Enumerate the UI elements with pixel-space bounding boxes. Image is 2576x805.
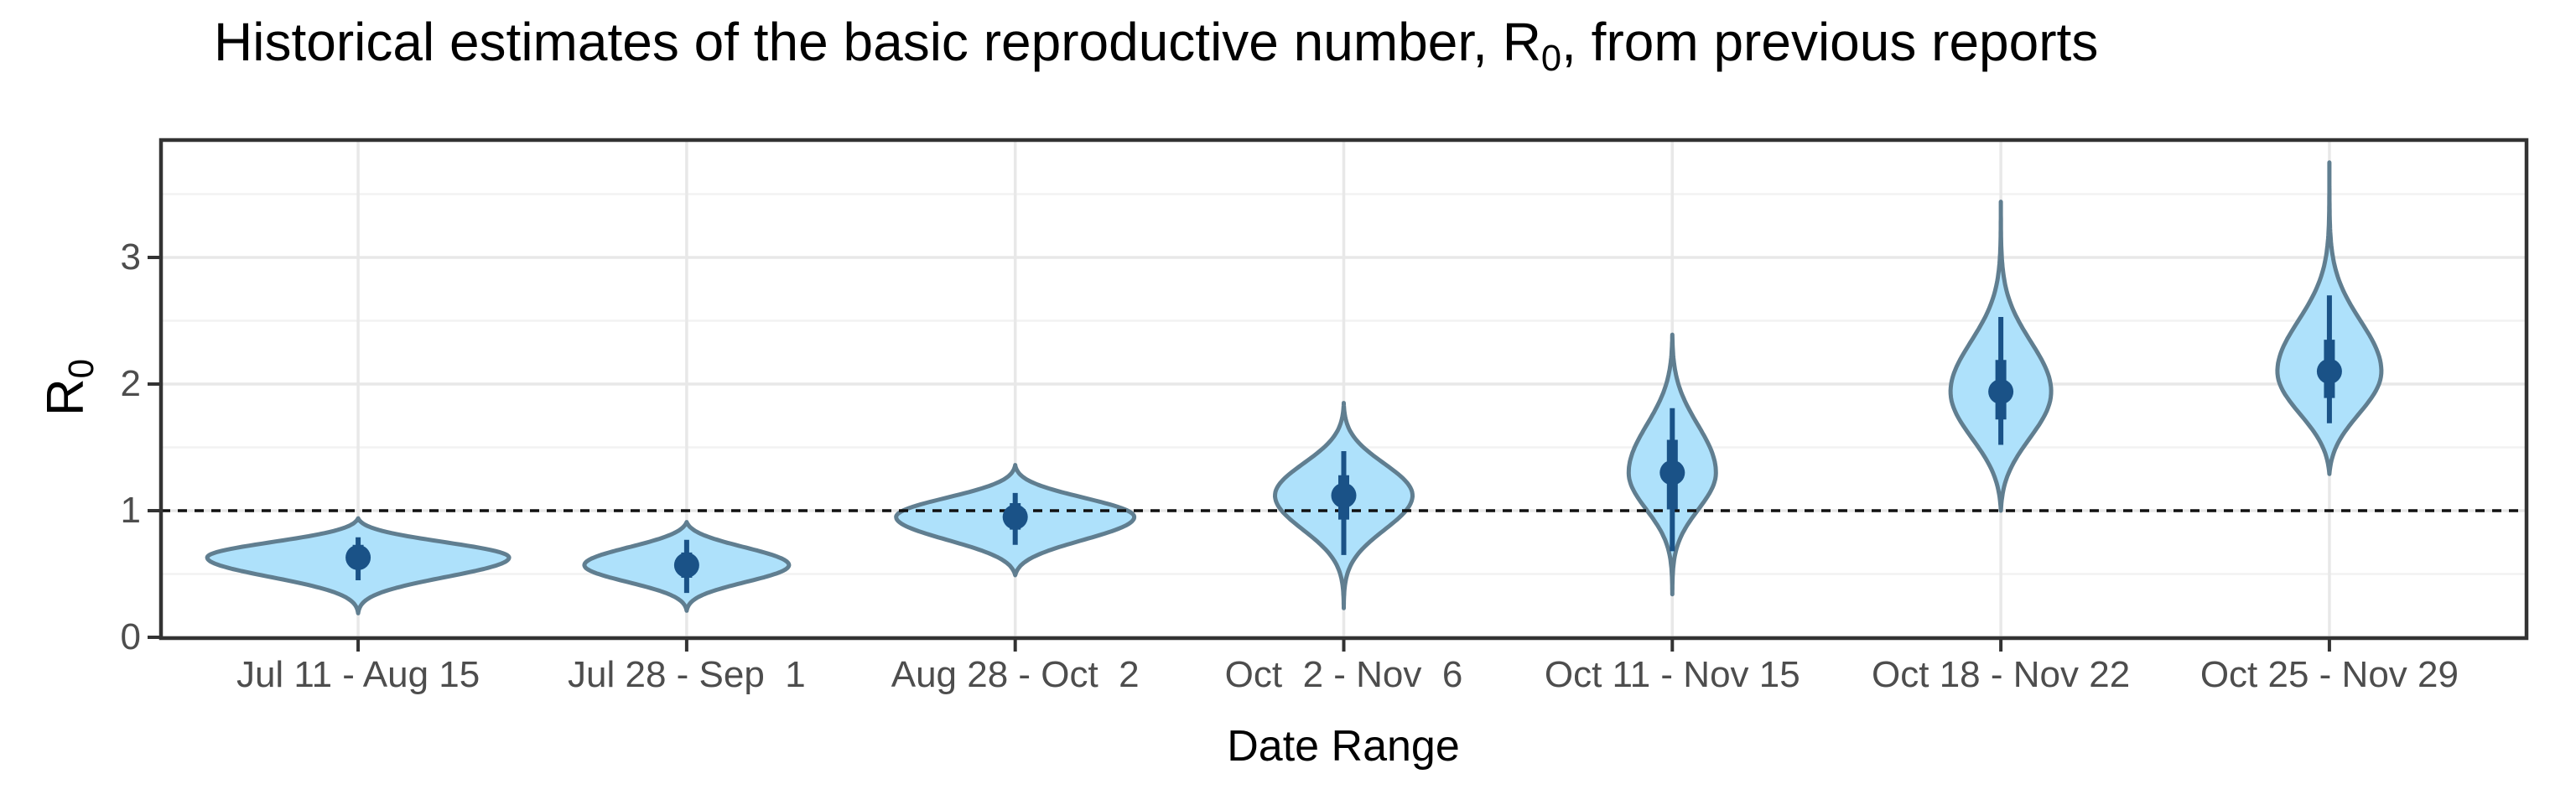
median-dot-2 xyxy=(1002,504,1028,530)
x-tick-label-0: Jul 11 - Aug 15 xyxy=(236,654,480,695)
median-dot-6 xyxy=(2316,358,2342,384)
x-axis-title: Date Range xyxy=(1227,722,1460,771)
x-tick-label-5: Oct 18 - Nov 22 xyxy=(1872,654,2131,695)
median-dot-0 xyxy=(345,544,371,570)
chart-title-text: Historical estimates of the basic reprod… xyxy=(214,12,1541,72)
median-dot-3 xyxy=(1331,482,1357,508)
y-tick-label-0: 0 xyxy=(120,616,141,657)
panel-border xyxy=(158,138,2529,641)
x-tick-label-6: Oct 25 - Nov 29 xyxy=(2199,654,2459,695)
median-dot-1 xyxy=(673,552,699,578)
y-tick-label-1: 1 xyxy=(120,490,141,531)
chart-title-subscript: 0 xyxy=(1540,39,1562,80)
chart-title: Historical estimates of the basic reprod… xyxy=(214,12,2098,89)
x-tick-label-3: Oct 2 - Nov 6 xyxy=(1224,654,1463,695)
x-tick-label-1: Jul 28 - Sep 1 xyxy=(568,654,806,695)
chart-title-text-end: , from previous reports xyxy=(1561,12,2099,72)
median-dot-4 xyxy=(1659,460,1685,486)
y-tick-label-3: 3 xyxy=(120,236,141,278)
y-tick-label-2: 2 xyxy=(120,363,141,404)
x-tick-label-2: Aug 28 - Oct 2 xyxy=(891,654,1140,695)
median-dot-5 xyxy=(1988,379,2014,405)
x-tick-label-4: Oct 11 - Nov 15 xyxy=(1544,654,1800,695)
